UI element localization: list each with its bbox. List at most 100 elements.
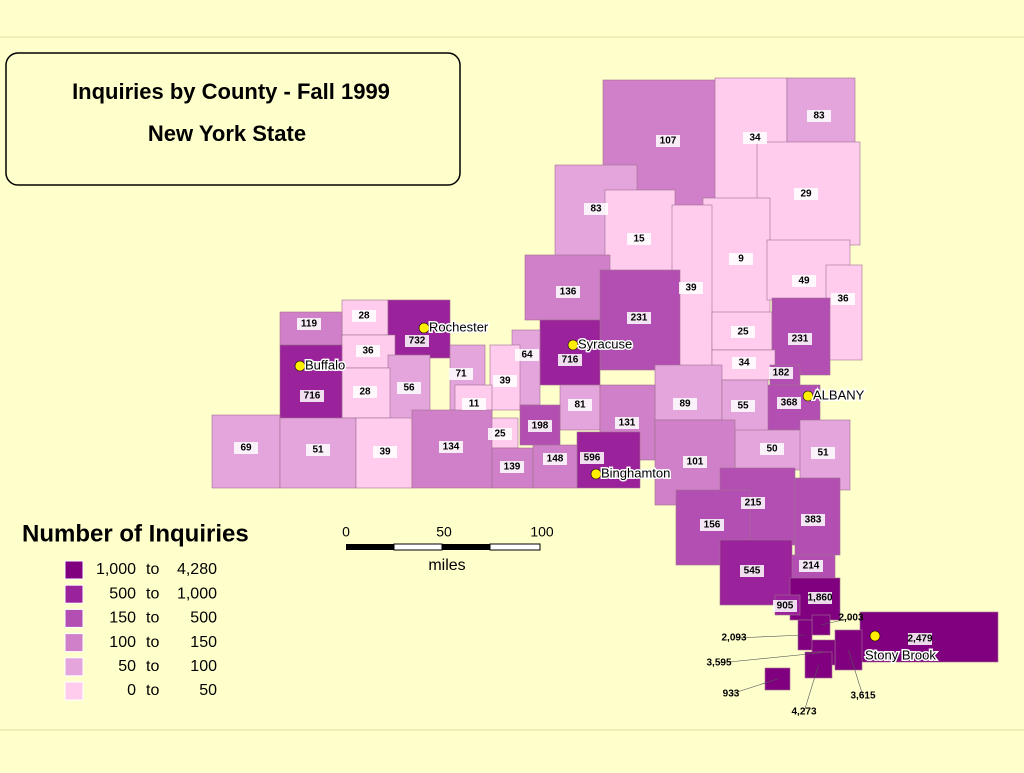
county-count: 4,273 xyxy=(791,707,816,718)
county-count: 383 xyxy=(805,515,822,526)
city-marker xyxy=(294,360,306,372)
city-name: Buffalo xyxy=(305,357,345,372)
scale-bar xyxy=(442,544,490,550)
county-count: 368 xyxy=(781,398,798,409)
count-box xyxy=(732,357,756,369)
leader-line xyxy=(848,649,864,697)
county-count: 107 xyxy=(660,136,677,147)
legend-to: to xyxy=(146,561,159,578)
count-box xyxy=(656,135,680,147)
county-count: 716 xyxy=(562,355,579,366)
scale-unit: miles xyxy=(428,557,465,574)
count-box xyxy=(528,420,552,432)
legend-swatch xyxy=(64,608,84,628)
count-box xyxy=(405,335,429,347)
count-box xyxy=(769,367,793,379)
count-box xyxy=(777,397,801,409)
legend-to: to xyxy=(146,610,159,627)
county-count: 36 xyxy=(362,346,374,357)
city-name: Syracuse xyxy=(578,336,632,351)
count-box xyxy=(373,446,397,458)
count-box xyxy=(731,400,755,412)
county-count: 51 xyxy=(312,445,324,456)
count-box xyxy=(799,560,823,572)
city-marker xyxy=(802,390,814,402)
count-box xyxy=(488,428,512,440)
count-box xyxy=(397,382,421,394)
county-count: 81 xyxy=(574,400,586,411)
county-count: 64 xyxy=(521,350,533,361)
count-box xyxy=(439,441,463,453)
county-count: 89 xyxy=(679,399,691,410)
count-box xyxy=(741,497,765,509)
county-count: 25 xyxy=(494,429,506,440)
count-box xyxy=(356,345,380,357)
legend-min: 500 xyxy=(109,585,136,602)
scale-bar xyxy=(489,543,541,551)
county-count: 182 xyxy=(773,368,790,379)
county-count: 39 xyxy=(685,283,697,294)
count-box xyxy=(743,132,767,144)
county-count: 148 xyxy=(547,454,564,465)
county-count: 83 xyxy=(813,111,825,122)
county-count: 25 xyxy=(737,327,749,338)
title-box xyxy=(5,52,461,186)
county-count: 131 xyxy=(619,418,636,429)
county-count: 83 xyxy=(590,204,602,215)
county-count: 545 xyxy=(744,566,761,577)
city-marker xyxy=(567,339,579,351)
legend-to: to xyxy=(146,682,159,699)
count-box xyxy=(300,390,324,402)
city-name: ALBANY xyxy=(813,387,865,402)
legend-max: 4,280 xyxy=(177,561,217,578)
county-count: 50 xyxy=(766,444,778,455)
count-box xyxy=(679,282,703,294)
legend-min: 50 xyxy=(118,658,136,675)
county-count: 55 xyxy=(737,401,749,412)
county-count: 3,595 xyxy=(706,658,731,669)
legend-min: 100 xyxy=(109,634,136,651)
legend-to: to xyxy=(146,658,159,675)
count-box xyxy=(627,312,651,324)
count-box xyxy=(808,592,832,604)
legend-min: 150 xyxy=(109,610,136,627)
county xyxy=(654,364,723,421)
county-count: 9 xyxy=(738,254,744,265)
county-count: 2,479 xyxy=(907,634,932,645)
count-box xyxy=(760,443,784,455)
count-box xyxy=(700,519,724,531)
county-count: 2,093 xyxy=(721,633,746,644)
county-count: 51 xyxy=(817,448,829,459)
count-box xyxy=(352,310,376,322)
leader-line xyxy=(718,652,824,664)
county-count: 15 xyxy=(633,234,645,245)
leader-line xyxy=(820,617,852,626)
count-box xyxy=(673,398,697,410)
count-box xyxy=(297,318,321,330)
legend-max: 100 xyxy=(190,658,217,675)
count-box xyxy=(462,398,486,410)
county-count: 28 xyxy=(359,387,371,398)
legend-swatch xyxy=(64,681,84,701)
county-count: 134 xyxy=(443,442,460,453)
count-box xyxy=(831,293,855,305)
labels: 107 34 83 29 83 15 9 39 49 36 136 231 28 119 732 36 716 2… xyxy=(234,110,938,718)
county-count: 36 xyxy=(837,294,849,305)
county-count: 905 xyxy=(777,601,794,612)
county-count: 214 xyxy=(803,561,820,572)
legend-to: to xyxy=(146,634,159,651)
city-marker xyxy=(418,322,430,334)
count-box xyxy=(908,633,932,645)
count-box xyxy=(558,354,582,366)
legend-max: 1,000 xyxy=(177,585,217,602)
county xyxy=(532,444,578,489)
count-box xyxy=(792,275,816,287)
count-box xyxy=(543,453,567,465)
county-count: 11 xyxy=(469,399,480,410)
county-count: 732 xyxy=(409,336,426,347)
count-box xyxy=(568,399,592,411)
county-count: 231 xyxy=(631,313,648,324)
county-count: 1,860 xyxy=(807,593,832,604)
